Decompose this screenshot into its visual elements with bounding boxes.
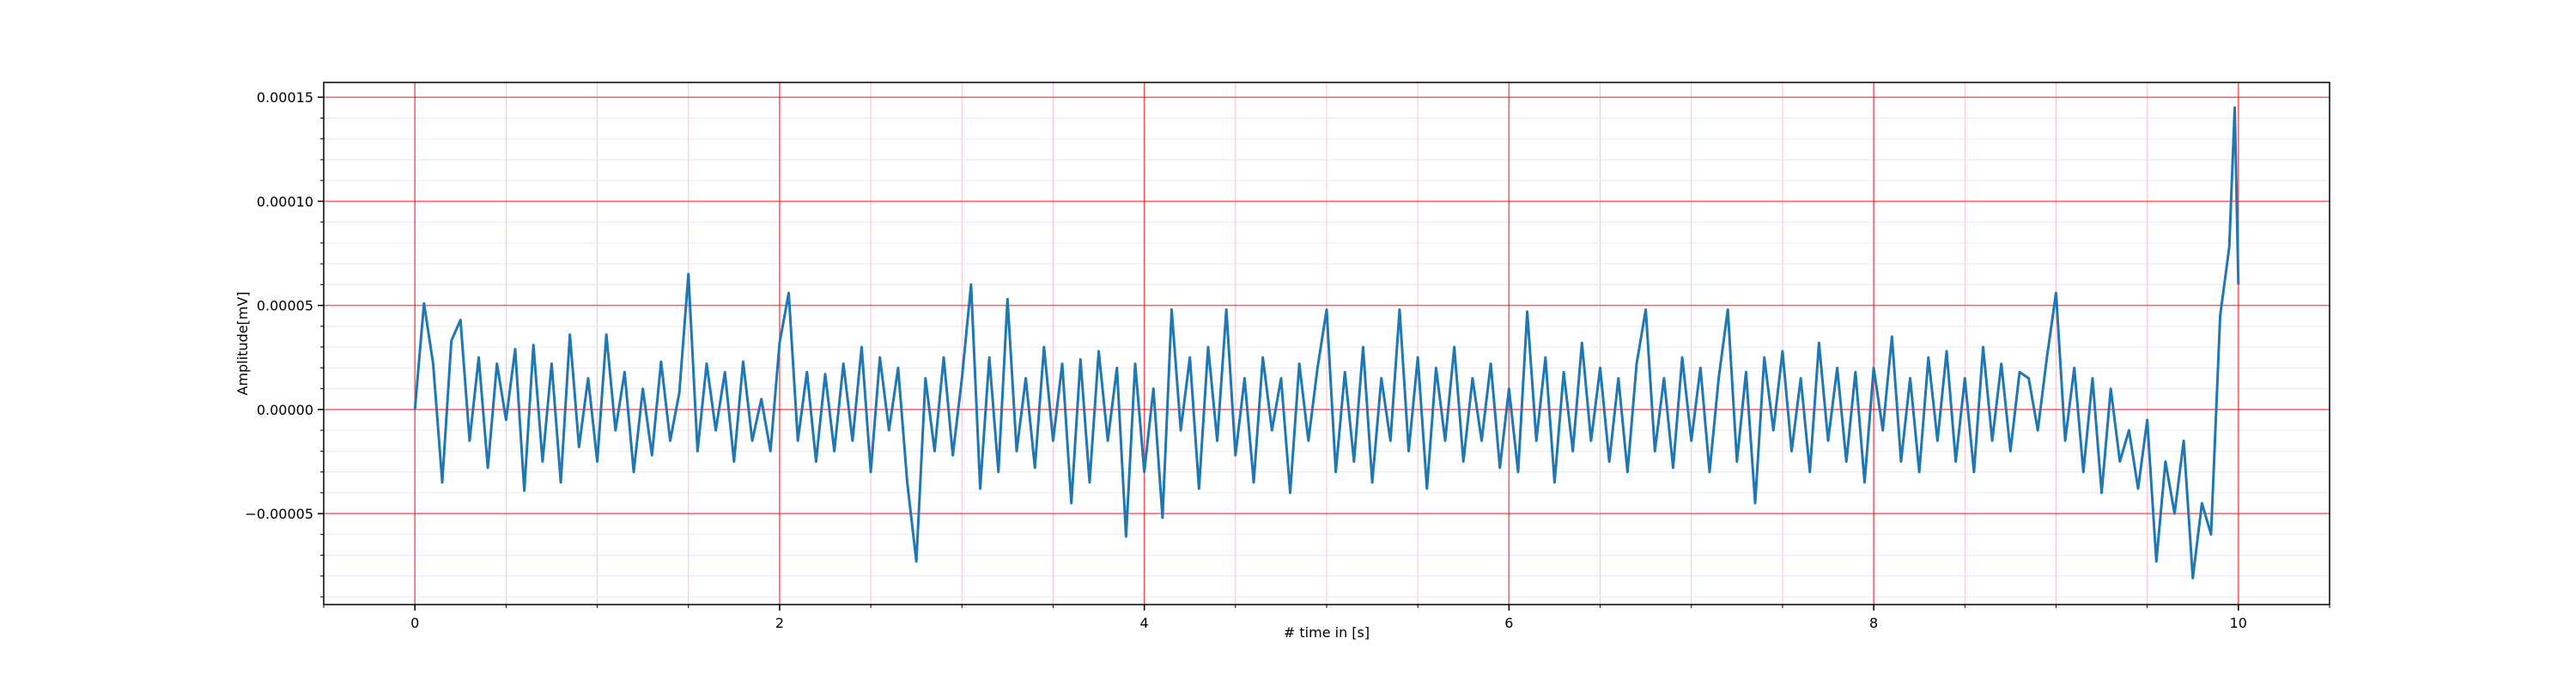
x-tick-label: 8 xyxy=(1869,615,1878,631)
x-tick-label: 4 xyxy=(1140,615,1149,631)
y-tick-label: 0.00015 xyxy=(257,89,313,106)
x-axis-label: # time in [s] xyxy=(1284,624,1370,641)
y-tick-label: 0.00010 xyxy=(257,193,313,210)
plot-frame xyxy=(323,82,2330,605)
x-tick-label: 0 xyxy=(410,615,419,631)
signal-line xyxy=(413,106,2240,580)
x-tick-label: 2 xyxy=(775,615,784,631)
y-axis-label: Amplitude[mV] xyxy=(234,291,251,395)
y-tick-label: 0.00000 xyxy=(257,402,313,418)
y-tick-label: −0.00005 xyxy=(245,506,313,522)
x-tick-label: 6 xyxy=(1504,615,1513,631)
x-tick-label: 10 xyxy=(2230,615,2247,631)
y-tick-label: 0.00005 xyxy=(257,298,313,314)
